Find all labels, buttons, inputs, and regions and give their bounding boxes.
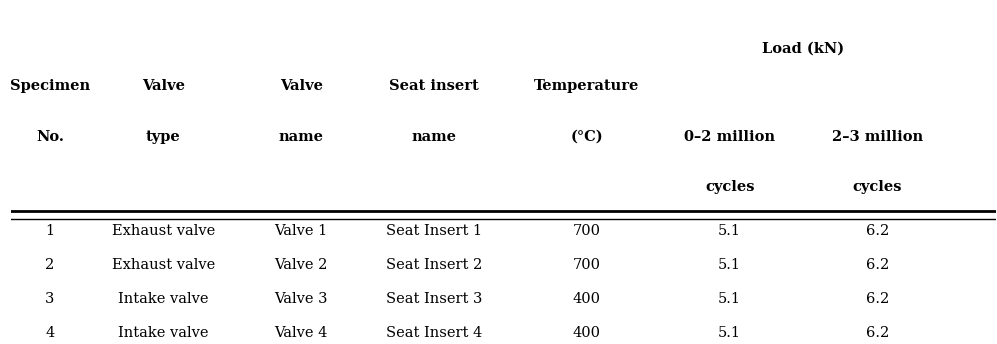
Text: 4: 4	[45, 326, 55, 340]
Text: 5.1: 5.1	[718, 326, 741, 340]
Text: Valve 4: Valve 4	[274, 326, 328, 340]
Text: Temperature: Temperature	[534, 79, 639, 93]
Text: 6.2: 6.2	[865, 292, 889, 306]
Text: Specimen: Specimen	[10, 79, 90, 93]
Text: 700: 700	[573, 258, 601, 272]
Text: Load (kN): Load (kN)	[763, 42, 844, 56]
Text: type: type	[146, 130, 180, 144]
Text: 6.2: 6.2	[865, 326, 889, 340]
Text: Valve 1: Valve 1	[274, 224, 328, 238]
Text: Seat Insert 4: Seat Insert 4	[386, 326, 483, 340]
Text: Seat Insert 1: Seat Insert 1	[386, 224, 483, 238]
Text: 6.2: 6.2	[865, 258, 889, 272]
Text: Intake valve: Intake valve	[118, 292, 208, 306]
Text: 0–2 million: 0–2 million	[684, 130, 775, 144]
Text: 5.1: 5.1	[718, 292, 741, 306]
Text: 5.1: 5.1	[718, 258, 741, 272]
Text: (°C): (°C)	[570, 130, 603, 144]
Text: 6.2: 6.2	[865, 224, 889, 238]
Text: cycles: cycles	[852, 181, 902, 194]
Text: name: name	[412, 130, 457, 144]
Text: Seat insert: Seat insert	[389, 79, 479, 93]
Text: Valve 2: Valve 2	[274, 258, 328, 272]
Text: 400: 400	[573, 326, 601, 340]
Text: cycles: cycles	[705, 181, 755, 194]
Text: Valve 3: Valve 3	[274, 292, 328, 306]
Text: Intake valve: Intake valve	[118, 326, 208, 340]
Text: 400: 400	[573, 292, 601, 306]
Text: 700: 700	[573, 224, 601, 238]
Text: No.: No.	[36, 130, 64, 144]
Text: 3: 3	[45, 292, 55, 306]
Text: name: name	[278, 130, 324, 144]
Text: Seat Insert 3: Seat Insert 3	[386, 292, 483, 306]
Text: 2–3 million: 2–3 million	[831, 130, 923, 144]
Text: Exhaust valve: Exhaust valve	[112, 224, 215, 238]
Text: Valve: Valve	[279, 79, 323, 93]
Text: Valve: Valve	[142, 79, 184, 93]
Text: Exhaust valve: Exhaust valve	[112, 258, 215, 272]
Text: 1: 1	[46, 224, 55, 238]
Text: 5.1: 5.1	[718, 224, 741, 238]
Text: 2: 2	[45, 258, 55, 272]
Text: Seat Insert 2: Seat Insert 2	[386, 258, 483, 272]
